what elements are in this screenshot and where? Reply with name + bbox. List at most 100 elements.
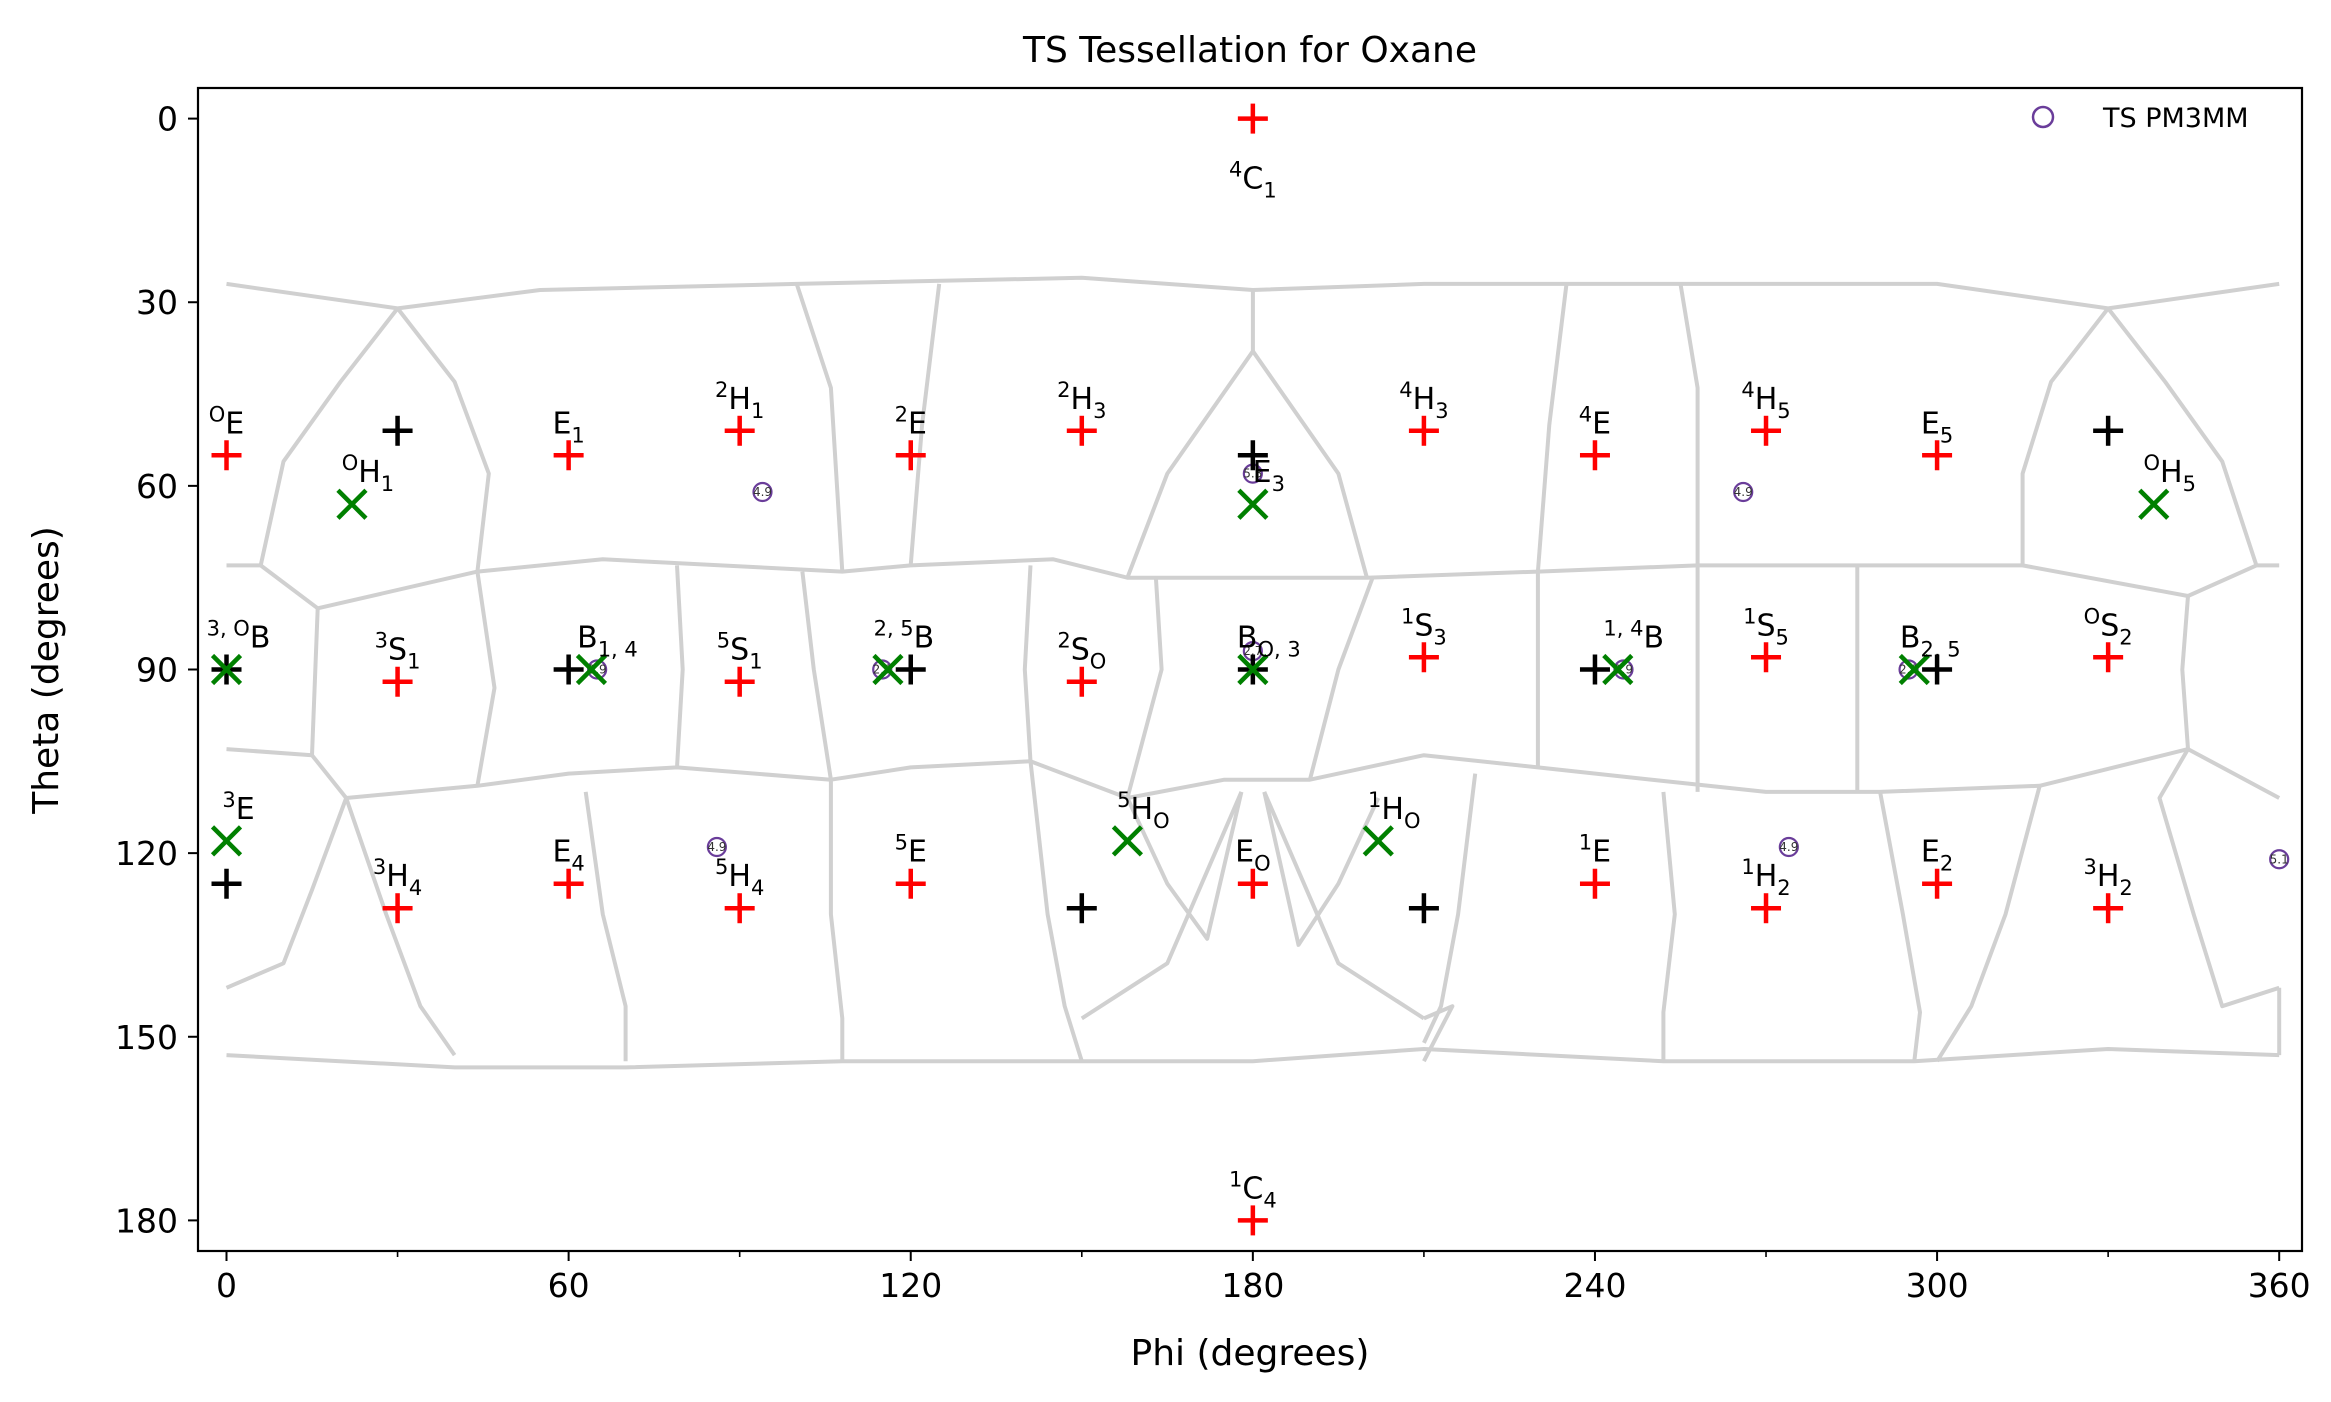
tessellation-edge: [226, 557, 2280, 611]
ts-energy-label: 4.9: [1779, 840, 1798, 854]
local-min-marker: [1602, 653, 1634, 686]
ts-energy-label: 5.3: [1243, 467, 1262, 481]
x-tick-label: 180: [1221, 1266, 1284, 1305]
y-tick-label: 30: [136, 283, 178, 322]
center-point-marker: [895, 654, 926, 685]
x-axis-label: Phi (degrees): [1131, 1333, 1370, 1374]
tessellation-edge: [1535, 283, 1569, 572]
local-min-marker: [575, 653, 608, 686]
ts-point: [872, 659, 893, 680]
ts-energy-label: 4.9: [753, 485, 772, 499]
canonical-point-label: E2: [1921, 835, 1953, 876]
local-min-marker: [336, 488, 368, 520]
tessellation-edge: [2020, 307, 2110, 566]
center-point-marker: [211, 868, 242, 899]
tessellation-edge: [1878, 791, 1922, 1062]
local-min-label: B2, 5: [1900, 621, 1961, 662]
canonical-point-marker: [1408, 415, 1439, 446]
x-tick-label: 120: [879, 1266, 942, 1305]
tessellation-edge: [828, 779, 845, 1062]
canonical-point-marker: [1922, 868, 1953, 899]
y-tick-label: 90: [136, 651, 178, 690]
canonical-point-marker: [553, 868, 584, 899]
local-min-label: 3E: [222, 788, 254, 827]
x-tick-label: 360: [2248, 1266, 2311, 1305]
canonical-point-label: 3H4: [373, 855, 422, 900]
canonical-point-marker: [211, 440, 242, 471]
canonical-point-marker: [1408, 642, 1439, 673]
local-min-label: 5HO: [1117, 788, 1169, 833]
tessellation-edge: [475, 571, 497, 787]
x-tick-label: 0: [216, 1266, 237, 1305]
canonical-point-marker: [895, 440, 926, 471]
center-point-marker: [1922, 654, 1953, 685]
tessellation-edge: [1307, 577, 1375, 781]
ts-energy-label: 4.9: [1734, 485, 1753, 499]
tessellation-edge: [1422, 1004, 1455, 1063]
y-tick-label: 180: [115, 1201, 178, 1240]
y-tick-label: 120: [115, 834, 178, 873]
local-min-marker: [210, 653, 243, 686]
tessellation-edge: [396, 307, 491, 572]
ts-point: [1613, 659, 1634, 680]
y-tick-label: 150: [115, 1018, 178, 1057]
ts-energy-label: 2.7: [1243, 644, 1262, 658]
local-min-marker: [1237, 653, 1269, 686]
tick-layer: 0 60 120 180 240 300 360 0 30 60 90 120 150 180: [115, 100, 2311, 1305]
label-layer: 4C1 1C4 OE E1 2H1 2E 2H3 4H3 4E 4H5 E5 3S1 5S1 2SO 1S3…: [207, 158, 2196, 1213]
tessellation-edge: [1080, 791, 1244, 1021]
ts-point: [1898, 659, 1919, 680]
canonical-point-marker: [1751, 642, 1782, 673]
center-point-marker: [1237, 440, 1268, 471]
canonical-point-label: 1S5: [1743, 604, 1789, 649]
local-min-marker: [1237, 488, 1269, 520]
local-min-marker: [1111, 825, 1144, 857]
ts-point: [752, 481, 773, 503]
tessellation-edge: [1661, 791, 1677, 1062]
canonical-point-marker: [1066, 415, 1097, 446]
local-min-label: 1HO: [1368, 788, 1420, 833]
tessellation-edge: [1678, 283, 1700, 566]
canonical-point-label: 1E: [1579, 831, 1611, 870]
chart-title: TS Tessellation for Oxane: [1022, 30, 1477, 71]
canonical-point-marker: [1751, 893, 1782, 924]
legend: TS PM3MM: [2031, 103, 2249, 134]
canonical-point-marker: [1237, 868, 1268, 899]
canonical-point-label: 1C4: [1229, 1167, 1277, 1212]
tessellation-edge: [800, 571, 833, 781]
canonical-point-marker: [2093, 642, 2124, 673]
canonical-point-marker: [1751, 415, 1782, 446]
ts-energy-label: 4.9: [707, 840, 726, 854]
tessellation-edge: [2180, 595, 2190, 750]
ts-point: [2269, 849, 2290, 870]
center-point-marker: [382, 415, 413, 446]
tessellation-edge: [1125, 350, 1255, 579]
local-min-label: B1, 4: [577, 621, 638, 662]
canonical-point-marker: [1922, 440, 1953, 471]
local-min-label: OH5: [2144, 451, 2196, 496]
tessellation-edge: [226, 1047, 2280, 1070]
canonical-point-marker: [724, 666, 755, 697]
local-min-label: E3: [1253, 455, 1285, 496]
canonical-point-marker: [724, 415, 755, 446]
center-point-marker: [1579, 654, 1610, 685]
canonical-point-label: 4H5: [1741, 378, 1790, 423]
canonical-point-label: 2SO: [1057, 629, 1106, 674]
canonical-point-label: 2H3: [1057, 378, 1106, 423]
canonical-point-label: 5E: [895, 831, 927, 870]
canonical-point-marker: [1579, 440, 1610, 471]
canonical-point-marker: [553, 440, 584, 471]
tessellation-edge: [225, 797, 349, 990]
canonical-point-label: 4E: [1579, 402, 1611, 441]
tessellation-edge: [1935, 785, 2042, 1063]
tessellation-edge: [2106, 307, 2259, 567]
canonical-point-label: 5H4: [715, 855, 764, 900]
canonical-point-marker: [1579, 868, 1610, 899]
tessellation-edge: [1262, 791, 1425, 1021]
y-tick-label: 60: [136, 467, 178, 506]
canonical-point-marker: [1066, 666, 1097, 697]
tessellation-edge: [1125, 577, 1164, 799]
canonical-point-label: 1S3: [1401, 604, 1447, 649]
